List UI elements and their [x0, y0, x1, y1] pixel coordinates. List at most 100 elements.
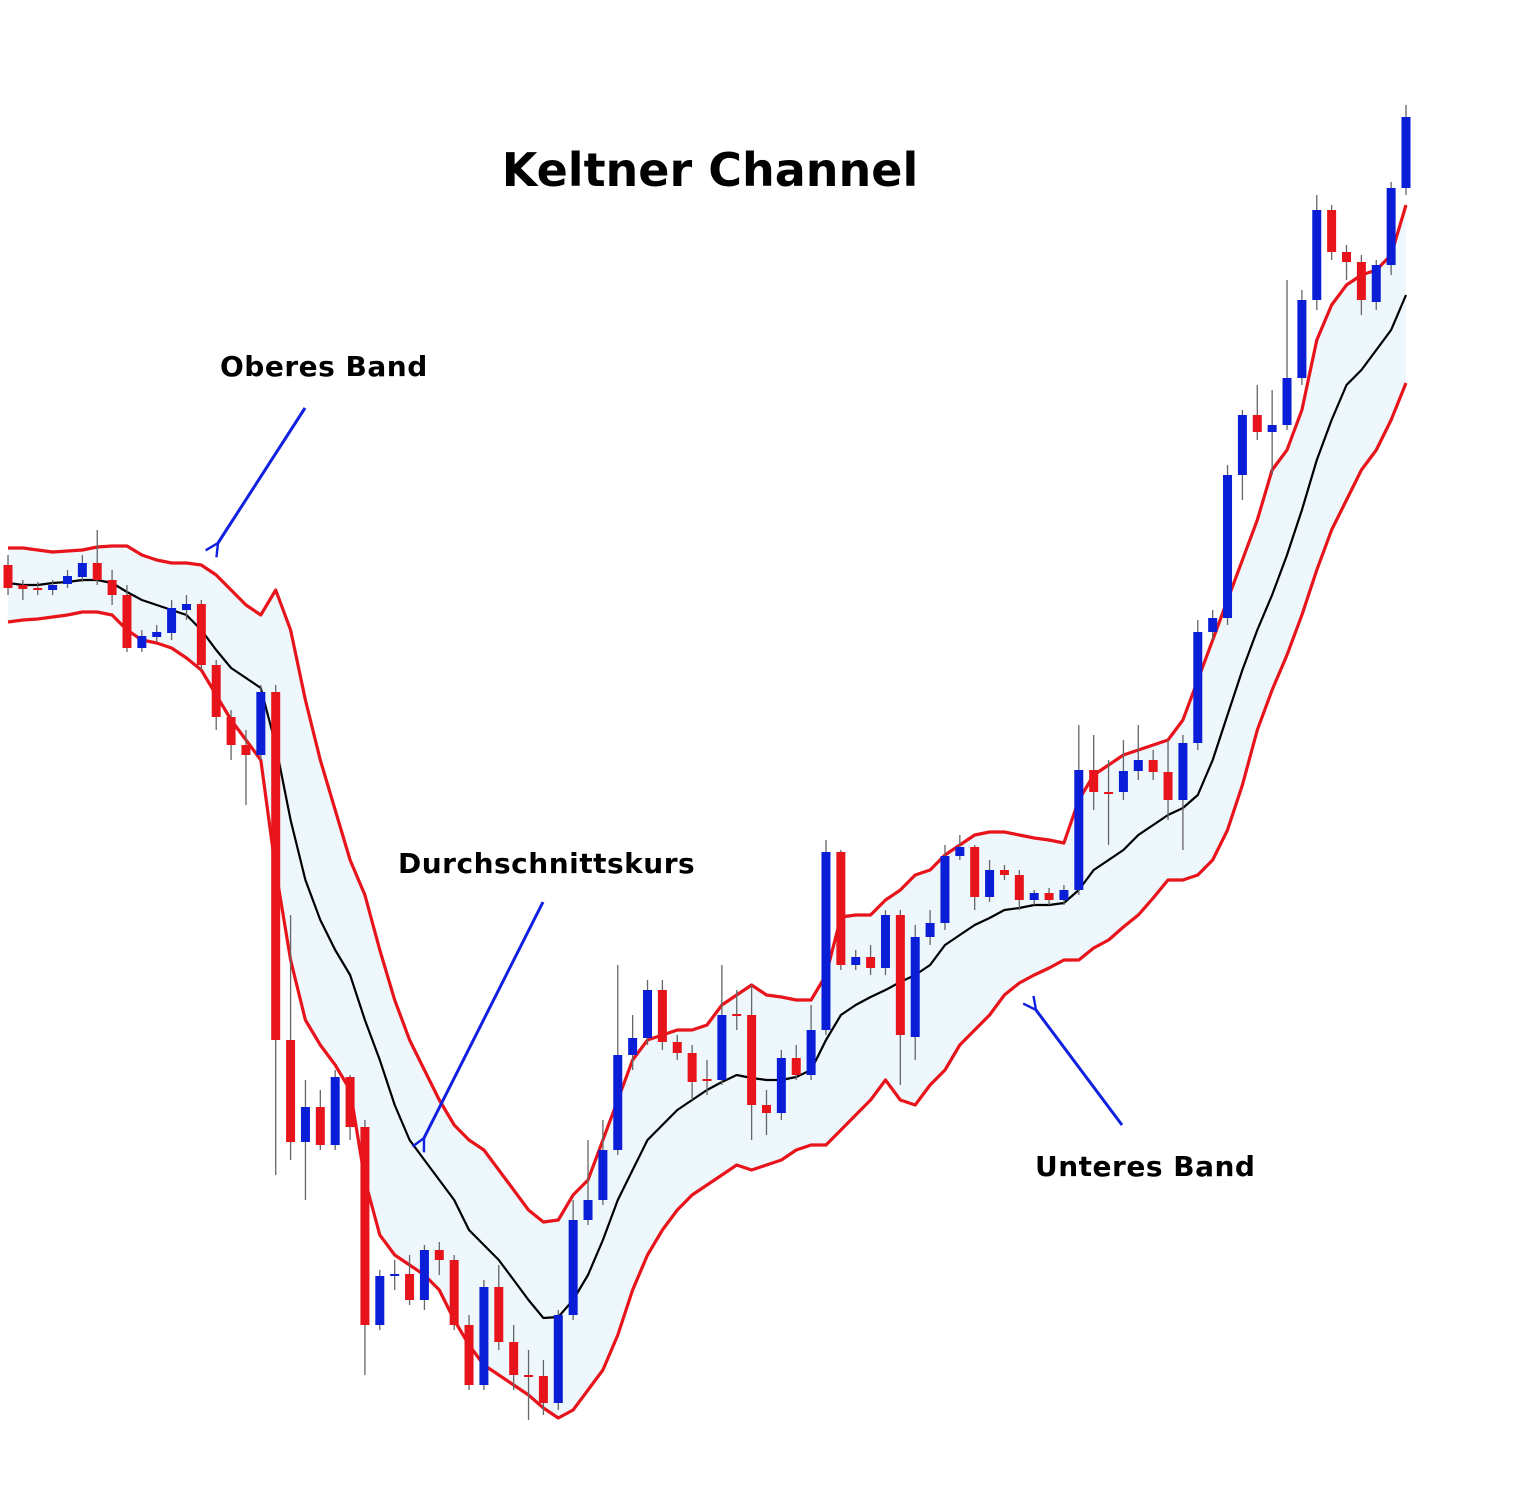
candle-body — [405, 1274, 415, 1300]
candle-body — [464, 1325, 474, 1385]
candle-body — [1386, 188, 1396, 265]
candle-body — [107, 580, 117, 595]
candle-body — [776, 1058, 786, 1113]
candle-body — [1252, 415, 1262, 432]
candle-body — [256, 692, 266, 755]
candle-body — [390, 1274, 400, 1276]
candle-body — [702, 1079, 712, 1081]
candle-body — [672, 1042, 682, 1053]
candle-body — [1059, 890, 1069, 900]
candle-body — [1178, 743, 1188, 800]
candle-body — [791, 1058, 801, 1075]
candle-body — [1074, 770, 1084, 890]
candle-body — [1401, 117, 1411, 188]
candle-body — [732, 1014, 742, 1016]
candle-body — [226, 717, 236, 745]
candle-body — [1133, 760, 1143, 771]
candle-body — [3, 565, 13, 588]
candle-body — [509, 1342, 519, 1375]
candle-body — [152, 632, 162, 637]
candle-body — [1118, 771, 1128, 792]
candle-body — [77, 563, 87, 577]
candle-body — [1237, 415, 1247, 475]
candle-body — [48, 585, 58, 590]
candle-body — [122, 595, 132, 648]
candle-body — [494, 1287, 504, 1342]
candle-body — [449, 1260, 459, 1325]
candle-body — [613, 1055, 623, 1150]
candle-body — [761, 1105, 771, 1113]
candle-body — [598, 1150, 608, 1200]
arrows — [218, 407, 1124, 1138]
candle-body — [657, 990, 667, 1042]
candle-body — [880, 915, 890, 968]
candle-body — [985, 870, 995, 897]
candle-body — [345, 1077, 355, 1127]
candle-body — [181, 604, 191, 610]
candle-body — [687, 1053, 697, 1082]
arrow — [424, 901, 545, 1138]
candle-body — [1342, 252, 1352, 262]
candle-body — [1148, 760, 1158, 772]
candle-body — [568, 1220, 578, 1315]
band-line — [7, 382, 1408, 1420]
candle-body — [1267, 425, 1277, 432]
candle-body — [553, 1315, 563, 1403]
candle-body — [970, 847, 980, 897]
candle-body — [271, 692, 281, 1040]
candle-body — [940, 856, 950, 923]
annotation: Unteres Band — [1035, 1150, 1255, 1183]
candle-body — [434, 1250, 444, 1260]
candle-body — [1044, 893, 1054, 900]
candle-body — [1356, 262, 1366, 300]
candle-body — [33, 588, 43, 590]
arrow — [218, 407, 307, 543]
candle-body — [286, 1040, 296, 1142]
candle-body — [821, 852, 831, 1030]
candle-body — [241, 745, 251, 755]
candle-body — [925, 923, 935, 937]
candle-body — [1089, 770, 1099, 792]
chart-title: Keltner Channel — [502, 143, 918, 197]
candle-body — [315, 1107, 325, 1145]
channel-fill-layer — [8, 205, 1406, 1418]
candle-body — [538, 1376, 548, 1403]
candle-body — [300, 1107, 310, 1142]
candle-body — [18, 585, 28, 589]
candle-body — [1297, 300, 1307, 378]
candle-body — [330, 1077, 340, 1145]
candle-body — [747, 1015, 757, 1105]
candle-body — [999, 870, 1009, 875]
band-line — [8, 204, 1408, 1224]
candle-body — [1029, 893, 1039, 900]
candle-body — [1223, 475, 1233, 618]
candle-body — [1371, 265, 1381, 302]
candle-body — [851, 957, 861, 965]
candle-body — [1014, 875, 1024, 900]
candle-layer — [3, 105, 1411, 1420]
candle-body — [360, 1127, 370, 1325]
candle-body — [1327, 210, 1337, 252]
arrow — [1036, 1010, 1124, 1126]
candle-body — [910, 937, 920, 1037]
candle-body — [643, 990, 653, 1038]
candle-body — [836, 852, 846, 965]
candle-body — [717, 1015, 727, 1080]
candle-body — [211, 665, 221, 717]
annotations: Oberes Band Durchschnittskurs Unteres Band — [220, 350, 1255, 1183]
candle-body — [92, 563, 102, 580]
candle-body — [895, 915, 905, 1035]
annotation: Oberes Band — [220, 350, 428, 383]
annotation: Durchschnittskurs — [398, 847, 695, 880]
candle-body — [62, 576, 72, 584]
candle-body — [196, 604, 206, 665]
candle-body — [866, 957, 876, 968]
candle-body — [955, 847, 965, 856]
candle-body — [524, 1375, 534, 1377]
candle-body — [1163, 772, 1173, 800]
candle-body — [167, 608, 177, 633]
candle-body — [628, 1038, 638, 1055]
candle-body — [1312, 210, 1322, 300]
